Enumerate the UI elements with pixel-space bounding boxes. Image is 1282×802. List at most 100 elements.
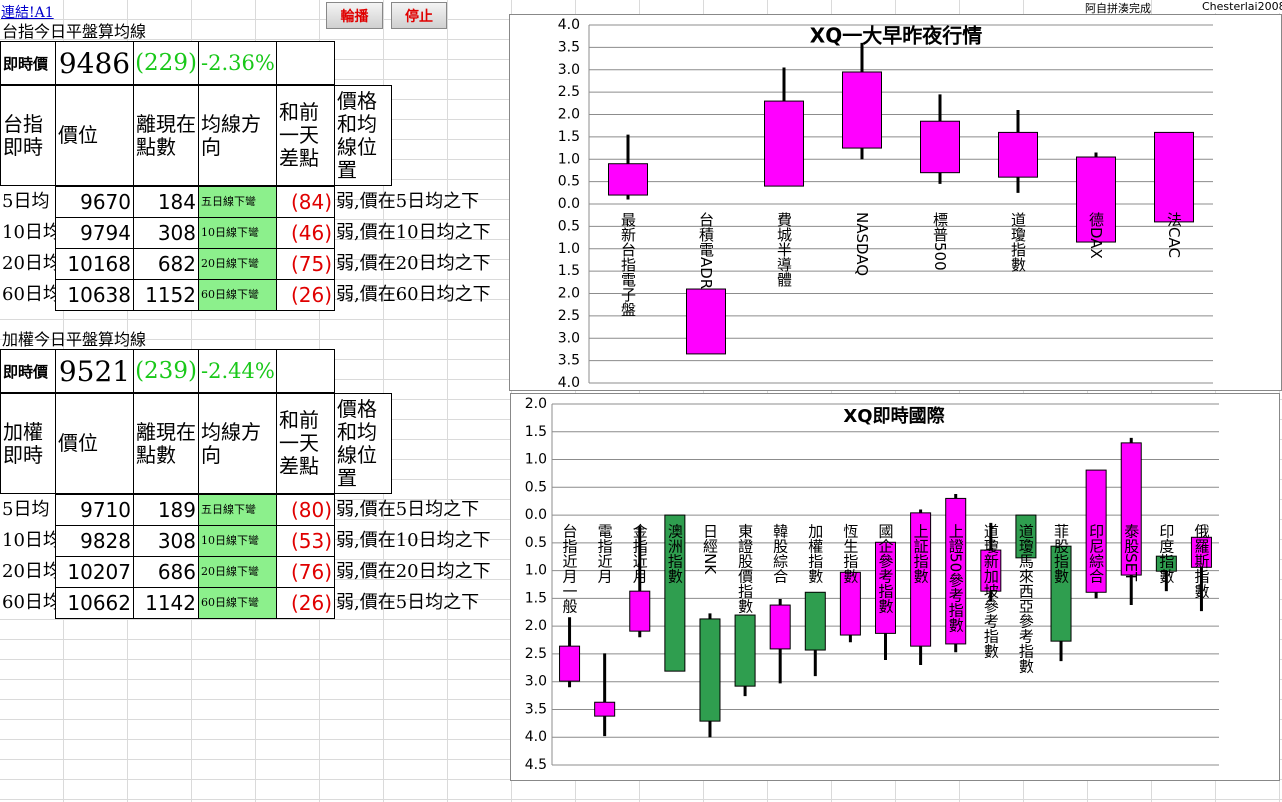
table-title: 加權今日平盤算均線 — [2, 330, 147, 349]
change: (239) — [133, 349, 199, 393]
y-tick-label: 3.5 — [525, 701, 547, 717]
category-label: 日經NK — [701, 523, 719, 575]
chart-title: XQ一大早昨夜行情 — [810, 24, 982, 48]
ma-direction: 10日線下彎 — [198, 525, 277, 557]
y-tick-label: 2.5 — [558, 84, 580, 100]
price-label: 即時價 — [0, 41, 56, 85]
category-label: 東證股價指數 — [736, 523, 754, 613]
empty-cell — [276, 349, 335, 393]
category-label: 道瓊馬來西亞參考指數 — [1017, 523, 1035, 673]
y-tick-label: 0.5 — [525, 479, 547, 495]
author-text: Chesterlai2008 — [1202, 0, 1282, 13]
candle-body — [998, 131, 1038, 178]
category-label: 菲股指數 — [1052, 523, 1070, 583]
ma-diff: (26) — [276, 279, 335, 311]
chart-frame: 2.0 1.5 1.0 0.5 0.0 0.5 1.0 1.5 2.0 2.5 3.0 3.5 4.0 4… — [510, 393, 1280, 781]
category-label: 金指近月 — [631, 523, 649, 584]
ma-value: 9710 — [55, 494, 134, 526]
column-header: 價位 — [55, 393, 134, 494]
y-tick-label: 4.0 — [558, 375, 580, 390]
y-tick-label: 2.5 — [525, 646, 547, 662]
ma-diff: (80) — [276, 494, 335, 526]
y-tick-label: 2.5 — [558, 308, 580, 324]
y-tick-label: 3.5 — [558, 39, 580, 55]
category-label: 費城半導體 — [775, 212, 793, 287]
ma-position: 弱,價在10日均之下 — [336, 222, 491, 243]
ma-diff: (76) — [276, 556, 335, 588]
candle-body — [608, 163, 648, 196]
ma-diff: (75) — [276, 248, 335, 280]
ma-label: 5日均 — [0, 494, 55, 525]
ma-label: 60日均 — [0, 279, 55, 310]
y-tick-label: 2.0 — [558, 107, 580, 123]
candle-body — [980, 549, 1002, 592]
category-label: 道瓊新加坡參考指數 — [982, 523, 1000, 658]
ma-direction: 五日線下彎 — [198, 186, 277, 218]
category-label: 道瓊指數 — [1009, 212, 1027, 272]
price-label: 即時價 — [0, 349, 56, 393]
candle-body — [686, 288, 726, 355]
ma-value: 9670 — [55, 186, 134, 218]
ma-position: 弱,價在5日均之下 — [336, 592, 480, 613]
ma-label: 60日均 — [0, 587, 55, 618]
category-label: 德DAX — [1087, 211, 1105, 259]
ma-label: 20日均 — [0, 556, 55, 587]
chart: 4.0 3.5 3.0 2.5 2.0 1.5 1.0 0.5 0.0 0.5 1.0 1.5 2.0 2… — [558, 17, 1213, 391]
y-tick-label: 3.0 — [558, 330, 580, 346]
ma-distance: 184 — [133, 186, 199, 218]
y-tick-label: 2.0 — [525, 618, 547, 634]
ma-value: 10207 — [55, 556, 134, 588]
ma-direction: 20日線下彎 — [198, 556, 277, 588]
y-tick-label: 0.0 — [525, 507, 547, 523]
column-header: 加權即時 — [0, 393, 56, 494]
category-label: 電指近月 — [596, 523, 614, 584]
candle-body — [842, 71, 882, 149]
y-tick-label: 1.5 — [525, 424, 547, 440]
column-header: 價格和均線位置 — [334, 393, 392, 494]
y-tick-label: 1.5 — [525, 590, 547, 606]
ma-label: 20日均 — [0, 248, 55, 279]
chart: 2.0 1.5 1.0 0.5 0.0 0.5 1.0 1.5 2.0 2.5 3.0 3.5 4.0 4… — [525, 396, 1219, 773]
y-tick-label: 1.5 — [558, 263, 580, 279]
ma-position: 弱,價在60日均之下 — [336, 284, 491, 305]
y-tick-label: 3.0 — [525, 674, 547, 690]
ma-value: 10638 — [55, 279, 134, 311]
price: 9486 — [55, 41, 134, 85]
y-tick-label: 0.5 — [558, 174, 580, 190]
y-tick-label: 1.0 — [525, 452, 547, 468]
carousel-button[interactable]: 輪播 — [326, 2, 383, 29]
ma-direction: 20日線下彎 — [198, 248, 277, 280]
ma-distance: 682 — [133, 248, 199, 280]
ma-position: 弱,價在10日均之下 — [336, 530, 491, 551]
column-header: 離現在點數 — [133, 85, 199, 186]
candle-body — [664, 514, 686, 672]
y-tick-label: 2.0 — [525, 396, 547, 412]
ma-position: 弱,價在5日均之下 — [336, 499, 480, 520]
ma-distance: 1142 — [133, 587, 199, 619]
candle-body — [769, 604, 791, 650]
column-header: 和前一天差點 — [276, 85, 335, 186]
category-label: 國企參考指數 — [877, 523, 895, 613]
ma-direction: 五日線下彎 — [198, 494, 277, 526]
candle-body — [874, 541, 897, 634]
category-label: 俄羅斯指數 — [1192, 523, 1210, 598]
ma-label: 5日均 — [0, 186, 55, 217]
y-tick-label: 0.0 — [558, 196, 580, 212]
column-header: 價位 — [55, 85, 134, 186]
ma-direction: 10日線下彎 — [198, 217, 277, 249]
ma-direction: 60日線下彎 — [198, 587, 277, 619]
ma-position: 弱,價在20日均之下 — [336, 253, 491, 274]
cell-link[interactable]: 連結!A1 — [1, 5, 54, 21]
ma-distance: 1152 — [133, 279, 199, 311]
candle-body — [1050, 545, 1072, 642]
category-label: 印度指數 — [1157, 523, 1175, 583]
category-label: 台積電ADR — [697, 212, 715, 289]
chart-title: XQ即時國際 — [843, 405, 945, 427]
candle-body — [1155, 555, 1177, 572]
column-header: 和前一天差點 — [276, 393, 335, 494]
ma-value: 10168 — [55, 248, 134, 280]
column-header: 台指即時 — [0, 85, 56, 186]
stop-button[interactable]: 停止 — [391, 2, 447, 29]
candle-body — [945, 497, 967, 645]
